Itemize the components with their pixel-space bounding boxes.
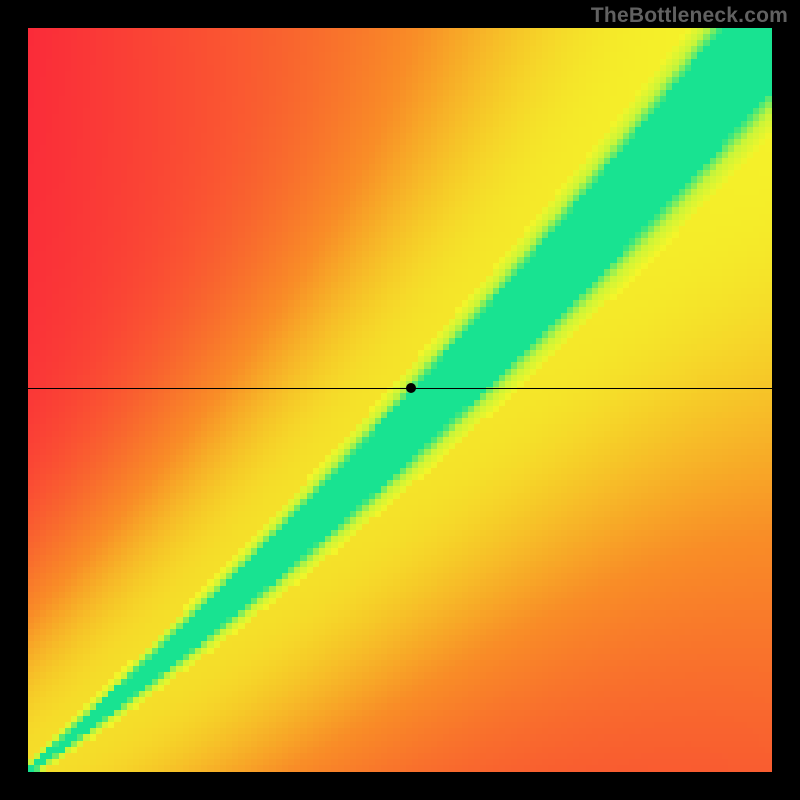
watermark-text: TheBottleneck.com [591,4,788,28]
heatmap-canvas [28,28,772,772]
plot-area [28,28,772,772]
crosshair-horizontal [28,388,772,389]
crosshair-marker [406,383,416,393]
